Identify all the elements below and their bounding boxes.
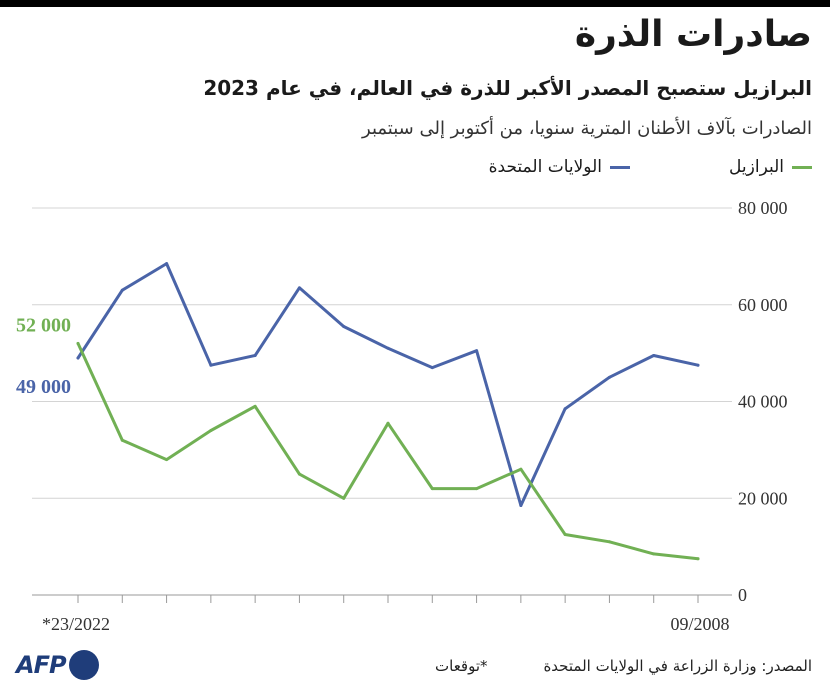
data-point-brazil — [76, 341, 80, 345]
data-point-us — [253, 354, 257, 358]
top-bar — [0, 0, 830, 7]
y-tick-label: 0 — [738, 585, 747, 605]
data-point-brazil — [342, 496, 346, 500]
data-point-brazil — [209, 429, 213, 433]
data-point-brazil — [652, 552, 656, 556]
legend-item-us: الولايات المتحدة — [489, 157, 630, 177]
data-point-us — [120, 288, 124, 292]
afp-logo: AFP — [16, 650, 99, 680]
data-point-brazil — [519, 467, 523, 471]
data-point-us — [475, 349, 479, 353]
data-point-us — [519, 504, 523, 508]
chart-subtitle: البرازيل ستصبح المصدر الأكبر للذرة في ال… — [203, 76, 812, 100]
data-point-brazil — [120, 438, 124, 442]
units-note: الصادرات بآلاف الأطنان المترية سنويا، من… — [362, 118, 812, 139]
data-point-brazil — [253, 404, 257, 408]
afp-logo-dot — [68, 650, 99, 680]
forecast-note: *توقعات — [435, 657, 488, 675]
afp-logo-text: AFP — [16, 651, 67, 679]
data-point-us — [430, 366, 434, 370]
data-point-us — [563, 407, 567, 411]
data-point-us — [607, 375, 611, 379]
series-line-brazil — [76, 341, 700, 561]
legend-swatch-us — [610, 165, 630, 169]
legend-label-brazil: البرازيل — [729, 157, 784, 177]
data-point-brazil — [386, 421, 390, 425]
legend-swatch-brazil — [792, 165, 812, 169]
y-tick-label: 20 000 — [738, 488, 788, 508]
legend-label-us: الولايات المتحدة — [488, 157, 602, 177]
data-point-us — [165, 262, 169, 266]
x-tick-label: 09/2008 — [670, 614, 729, 634]
y-tick-label: 60 000 — [738, 295, 788, 315]
data-point-brazil — [297, 472, 301, 476]
data-point-us — [652, 354, 656, 358]
y-tick-label: 40 000 — [738, 392, 788, 412]
data-point-brazil — [696, 557, 700, 561]
end-value-label-brazil: 52 000 — [16, 314, 71, 336]
data-point-us — [342, 325, 346, 329]
chart-title: صادرات الذرة — [574, 14, 812, 55]
x-tick-label: *23/2022 — [42, 614, 110, 634]
data-point-brazil — [430, 487, 434, 491]
data-point-us — [297, 286, 301, 290]
data-point-brazil — [563, 533, 567, 537]
data-point-brazil — [607, 540, 611, 544]
data-point-us — [386, 346, 390, 350]
data-point-brazil — [165, 458, 169, 462]
y-tick-label: 80 000 — [738, 198, 788, 218]
data-point-us — [76, 356, 80, 360]
data-point-brazil — [475, 487, 479, 491]
legend-item-brazil: البرازيل — [729, 157, 812, 177]
data-point-us — [209, 363, 213, 367]
source-note: المصدر: وزارة الزراعة في الولايات المتحد… — [543, 657, 812, 675]
end-value-label-us: 49 000 — [16, 376, 71, 398]
data-point-us — [696, 363, 700, 367]
series-line-us — [76, 262, 700, 507]
